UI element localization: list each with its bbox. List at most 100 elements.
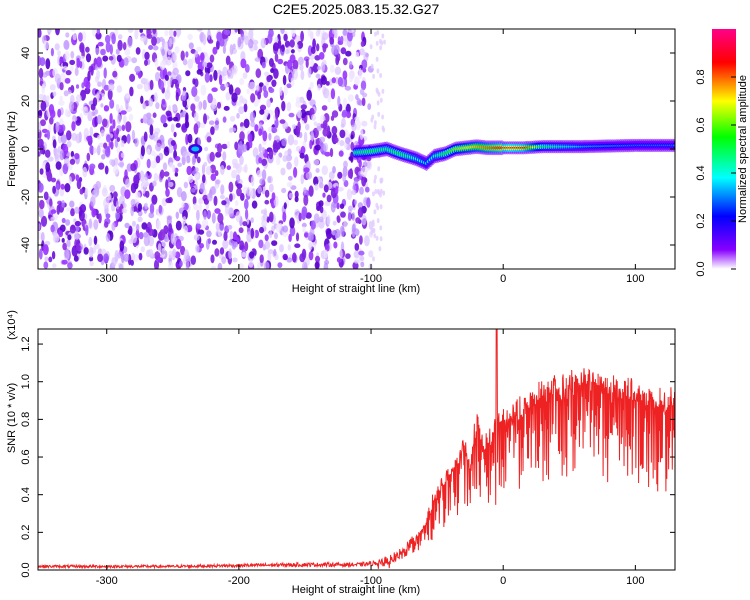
colorbar-tick-label: 0.8	[695, 69, 707, 84]
noise-speckle	[258, 239, 264, 249]
noise-speckle	[146, 29, 151, 38]
noise-speckle	[151, 194, 158, 205]
noise-speckle	[264, 199, 270, 205]
noise-speckle	[172, 60, 178, 70]
noise-speckle	[286, 257, 293, 263]
noise-speckle	[175, 238, 182, 250]
noise-speckle	[90, 65, 94, 76]
noise-speckle	[286, 161, 292, 170]
noise-speckle	[247, 81, 253, 89]
noise-speckle	[96, 145, 101, 156]
noise-speckle	[265, 81, 269, 87]
noise-speckle	[111, 257, 117, 268]
spectrogram-y-label: Frequency (Hz)	[6, 111, 18, 187]
noise-speckle	[298, 212, 302, 222]
noise-speckle	[196, 29, 203, 32]
noise-speckle	[111, 222, 116, 231]
noise-speckle	[311, 133, 315, 141]
noise-speckle	[216, 31, 223, 42]
noise-speckle	[194, 173, 200, 180]
noise-speckle	[283, 85, 288, 96]
noise-speckle	[291, 29, 296, 37]
noise-speckle	[185, 112, 189, 122]
noise-speckle	[273, 248, 277, 257]
noise-speckle	[150, 160, 157, 169]
noise-speckle	[235, 101, 242, 106]
noise-speckle	[50, 224, 55, 233]
noise-speckle	[254, 57, 261, 62]
noise-speckle	[216, 40, 220, 50]
noise-speckle	[322, 32, 329, 41]
noise-speckle	[109, 99, 115, 109]
noise-speckle	[332, 166, 336, 174]
noise-speckle	[300, 104, 307, 110]
noise-speckle	[74, 153, 80, 160]
noise-speckle	[240, 58, 247, 69]
noise-speckle	[139, 29, 143, 33]
noise-speckle	[305, 58, 309, 68]
colorbar-tick-label: 0.2	[695, 213, 707, 228]
noise-speckle	[131, 57, 138, 64]
noise-speckle	[305, 123, 310, 131]
noise-speckle	[324, 151, 331, 157]
noise-speckle	[130, 163, 137, 172]
noise-speckle	[259, 104, 267, 111]
noise-speckle	[302, 261, 308, 269]
noise-speckle	[55, 121, 60, 133]
noise-speckle	[239, 126, 246, 132]
noise-speckle	[73, 255, 79, 262]
noise-speckle	[219, 224, 225, 232]
noise-speckle	[237, 36, 242, 48]
noise-speckle	[243, 103, 248, 113]
noise-speckle	[244, 241, 249, 252]
noise-speckle	[212, 239, 217, 245]
noise-speckle	[268, 87, 275, 94]
noise-speckle	[143, 236, 150, 247]
noise-speckle	[86, 135, 93, 142]
noise-speckle	[198, 229, 205, 235]
noise-speckle	[74, 220, 82, 227]
noise-speckle	[140, 95, 144, 105]
noise-speckle	[96, 114, 103, 125]
noise-speckle	[130, 182, 137, 194]
noise-speckle	[287, 59, 293, 70]
noise-speckle	[103, 197, 110, 209]
noise-speckle	[144, 51, 150, 60]
noise-speckle	[65, 207, 71, 212]
noise-speckle	[57, 50, 61, 57]
noise-speckle	[323, 88, 330, 99]
noise-speckle	[62, 65, 68, 71]
noise-speckle	[323, 184, 329, 193]
noise-speckle	[163, 146, 170, 157]
noise-speckle	[74, 206, 80, 214]
noise-speckle	[41, 83, 46, 95]
y-tick-label: 20	[20, 95, 32, 107]
noise-speckle	[323, 262, 329, 269]
noise-speckle	[282, 225, 289, 233]
noise-speckle	[74, 67, 79, 77]
noise-speckle	[350, 151, 354, 163]
noise-speckle	[379, 177, 383, 183]
noise-speckle	[85, 46, 90, 53]
noise-speckle	[356, 98, 362, 106]
noise-speckle	[153, 92, 158, 103]
noise-speckle	[286, 182, 291, 187]
noise-speckle	[332, 220, 337, 226]
noise-speckle	[46, 130, 51, 140]
noise-speckle	[359, 255, 365, 261]
noise-speckle	[67, 162, 73, 171]
noise-speckle	[152, 45, 159, 51]
noise-speckle	[379, 97, 383, 103]
noise-speckle	[316, 65, 321, 71]
noise-speckle	[95, 47, 100, 55]
noise-speckle	[40, 231, 45, 243]
noise-speckle	[63, 90, 69, 97]
noise-speckle	[193, 234, 200, 241]
noise-speckle	[264, 71, 270, 77]
noise-speckle	[40, 100, 47, 112]
noise-speckle	[69, 200, 75, 208]
noise-speckle	[214, 120, 219, 126]
noise-speckle	[160, 114, 167, 124]
noise-speckle	[324, 243, 330, 252]
